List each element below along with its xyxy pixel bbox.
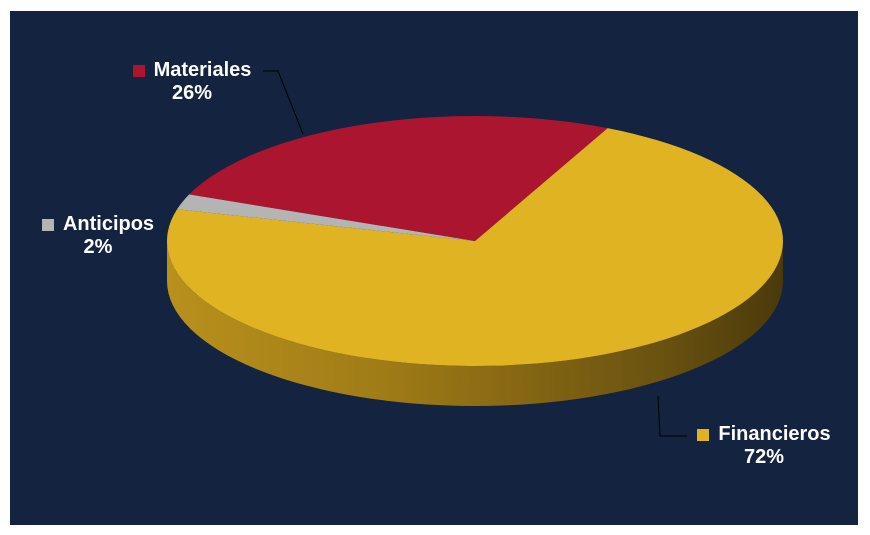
financieros-percent: 72% [743, 446, 785, 468]
chart-area: Materiales 26% Anticipos 2% Financieros … [10, 11, 858, 525]
leader-line-financieros [657, 395, 687, 437]
pie-slice-materiales [189, 115, 608, 241]
pie-side-financieros [167, 241, 783, 406]
slice-label-materiales: Materiales 26% [112, 59, 272, 105]
financieros-name: Financieros [718, 423, 831, 445]
anticipos-percent: 2% [83, 236, 113, 258]
anticipos-legend-swatch [41, 218, 54, 231]
leader-line-materiales [263, 70, 304, 135]
financieros-legend-swatch [697, 428, 710, 441]
slice-label-anticipos: Anticipos 2% [18, 213, 178, 259]
materiales-percent: 26% [171, 82, 213, 104]
materiales-legend-swatch [132, 64, 145, 77]
pie-slice-anticipos [177, 194, 475, 241]
pie-chart [166, 70, 783, 437]
anticipos-name: Anticipos [62, 213, 155, 235]
materiales-name: Materiales [153, 59, 252, 81]
slice-label-financieros: Financieros 72% [674, 423, 854, 469]
pie-slice-financieros [166, 128, 783, 366]
